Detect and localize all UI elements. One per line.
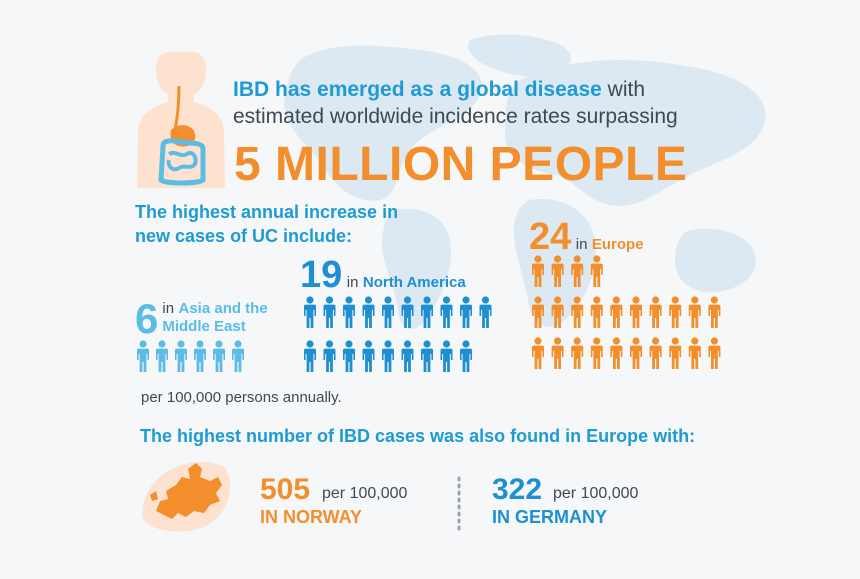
person-icon [669,296,682,328]
person-icon [708,296,721,328]
person-icon [440,340,453,372]
stat-divider [457,476,461,532]
person-icon [137,340,149,372]
person-icon [610,296,623,328]
people-icons-north-america [304,296,492,372]
person-icon [460,296,472,328]
person-icon [323,340,336,372]
person-icon [440,296,453,328]
person-icon [156,340,168,372]
person-icon [532,296,544,328]
person-icon [551,337,564,369]
person-icon [343,296,355,328]
person-icon [479,296,492,328]
person-icon [551,296,564,328]
person-icon [532,255,544,287]
headline-big-number: 5 MILLION PEOPLE [234,138,688,191]
digestive-system-icon [137,52,225,188]
person-icon [688,337,701,369]
person-icon [610,337,623,369]
person-icon [304,296,316,328]
person-icon [571,255,584,287]
region-europe-label: 24 in Europe [529,218,644,256]
stat-germany-unit: per 100,000 [553,485,639,502]
region-europe-number: 24 [529,216,572,258]
uc-title-line1: The highest annual increase in [135,202,399,222]
person-icon [304,340,316,372]
region-na-name: North America [362,274,466,291]
region-asia-label: 6 in Asia and the Middle East [135,298,268,340]
region-na-label: 19 in North America [300,256,466,294]
region-europe-connector: in [575,236,588,253]
people-icons-asia [137,340,244,372]
person-icon [213,340,225,372]
region-europe-name: Europe [591,236,644,253]
stat-germany-country: IN GERMANY [492,507,608,527]
person-icon [232,340,244,372]
headline: IBD has emerged as a global disease with [233,76,645,104]
region-asia-number: 6 [135,295,159,342]
people-icons-europe [532,255,721,369]
person-icon [590,296,603,328]
person-icon [421,296,433,328]
person-icon [421,340,433,372]
person-icon [571,296,584,328]
uc-increase-title: The highest annual increase in new cases… [135,200,398,248]
headline-rest: with [601,78,646,101]
person-icon [362,340,375,372]
person-icon [323,296,336,328]
person-icon [401,340,414,372]
europe-map-icon [142,461,231,532]
uc-title-line2: new cases of UC include: [135,226,353,246]
headline-highlight: IBD has emerged as a global disease [233,78,602,101]
person-icon [382,340,394,372]
stat-germany-value: 322 [492,473,543,506]
person-icon [571,337,584,369]
person-icon [460,340,472,372]
person-icon [362,296,375,328]
person-icon [649,337,662,369]
person-icon [590,337,603,369]
person-icon [532,337,544,369]
stat-norway-country: IN NORWAY [260,507,363,527]
person-icon [401,296,414,328]
person-icon [382,296,394,328]
person-icon [630,337,642,369]
person-icon [175,340,187,372]
person-icon [590,255,603,287]
person-icon [551,255,564,287]
region-na-number: 19 [300,254,343,296]
person-icon [688,296,701,328]
person-icon [649,296,662,328]
region-asia-connector: in [162,300,175,317]
person-icon [708,337,721,369]
region-asia-name-1: Asia and the [178,300,268,317]
person-icon [630,296,642,328]
region-na-connector: in [346,274,359,291]
headline-line2: estimated worldwide incidence rates surp… [233,105,678,128]
person-icon [669,337,682,369]
region-asia-name-2: Middle East [162,318,246,335]
stat-norway-unit: per 100,000 [322,485,408,502]
people-group-europe [530,255,726,383]
person-icon [343,340,355,372]
uc-note: per 100,000 persons annually. [141,389,342,406]
person-icon [194,340,206,372]
people-group-asia [135,340,249,383]
europe-title: The highest number of IBD cases was also… [140,426,696,446]
stat-norway-value: 505 [260,473,311,506]
people-group-north-america [302,296,497,389]
